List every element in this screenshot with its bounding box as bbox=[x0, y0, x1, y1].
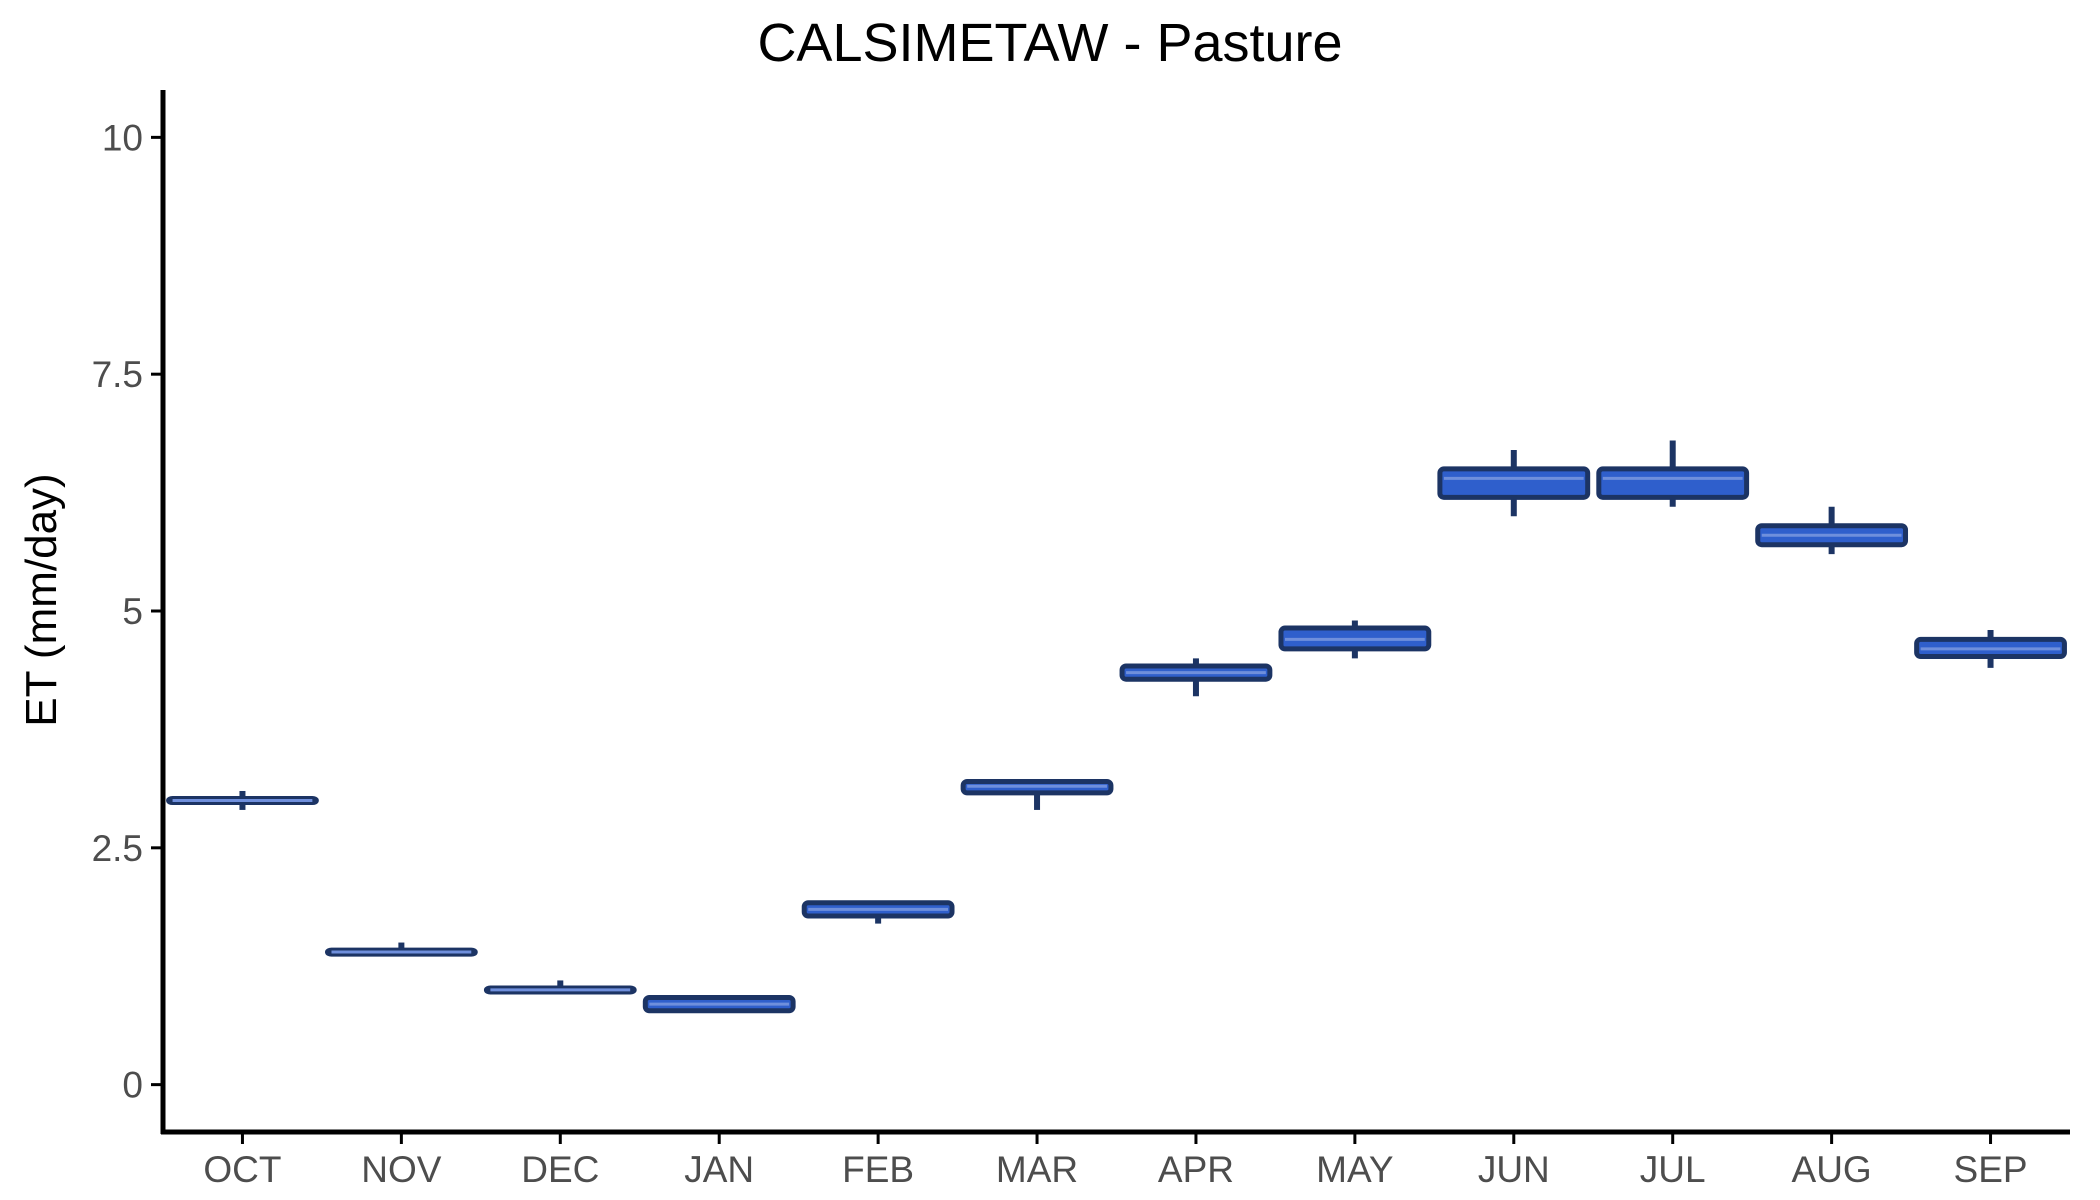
boxplot-series bbox=[166, 440, 2067, 1014]
box-dec bbox=[483, 980, 637, 995]
x-tick-label: OCT bbox=[203, 1149, 281, 1190]
x-tick-label: MAR bbox=[996, 1149, 1078, 1190]
x-tick-label: AUG bbox=[1792, 1149, 1872, 1190]
x-tick-label: JAN bbox=[684, 1149, 754, 1190]
x-tick-label: NOV bbox=[361, 1149, 442, 1190]
x-tick-label: APR bbox=[1158, 1149, 1234, 1190]
box-may bbox=[1278, 620, 1432, 659]
box-oct bbox=[166, 790, 319, 810]
box-sep bbox=[1914, 629, 2067, 668]
x-tick-label: FEB bbox=[842, 1149, 914, 1190]
box-body bbox=[1437, 466, 1591, 500]
box-jan bbox=[642, 994, 796, 1014]
box-mar bbox=[960, 779, 1114, 810]
x-tick-label: JUL bbox=[1640, 1149, 1706, 1190]
x-axis-ticks: OCT NOV DEC JAN FEB MAR APR MAY JUN JUL AUG SEP bbox=[203, 1132, 2028, 1190]
box-aug bbox=[1755, 506, 1909, 555]
y-axis-ticks: 0 2.5 5 7.5 10 bbox=[92, 117, 163, 1106]
y-tick-label: 2.5 bbox=[92, 828, 143, 869]
x-tick-label: SEP bbox=[1954, 1149, 2028, 1190]
y-tick-label: 5 bbox=[122, 591, 143, 632]
box-feb bbox=[801, 900, 955, 924]
x-tick-label: JUN bbox=[1478, 1149, 1550, 1190]
y-tick-label: 0 bbox=[122, 1065, 143, 1106]
y-tick-label: 10 bbox=[102, 117, 143, 158]
box-apr bbox=[1119, 658, 1273, 697]
x-tick-label: MAY bbox=[1316, 1149, 1393, 1190]
chart-title: CALSIMETAW - Pasture bbox=[757, 13, 1343, 73]
box-jul bbox=[1596, 440, 1750, 507]
box-body bbox=[1596, 466, 1750, 500]
box-jun bbox=[1437, 449, 1591, 517]
x-tick-label: DEC bbox=[521, 1149, 599, 1190]
box-nov bbox=[324, 942, 478, 957]
y-tick-label: 7.5 bbox=[92, 354, 143, 395]
